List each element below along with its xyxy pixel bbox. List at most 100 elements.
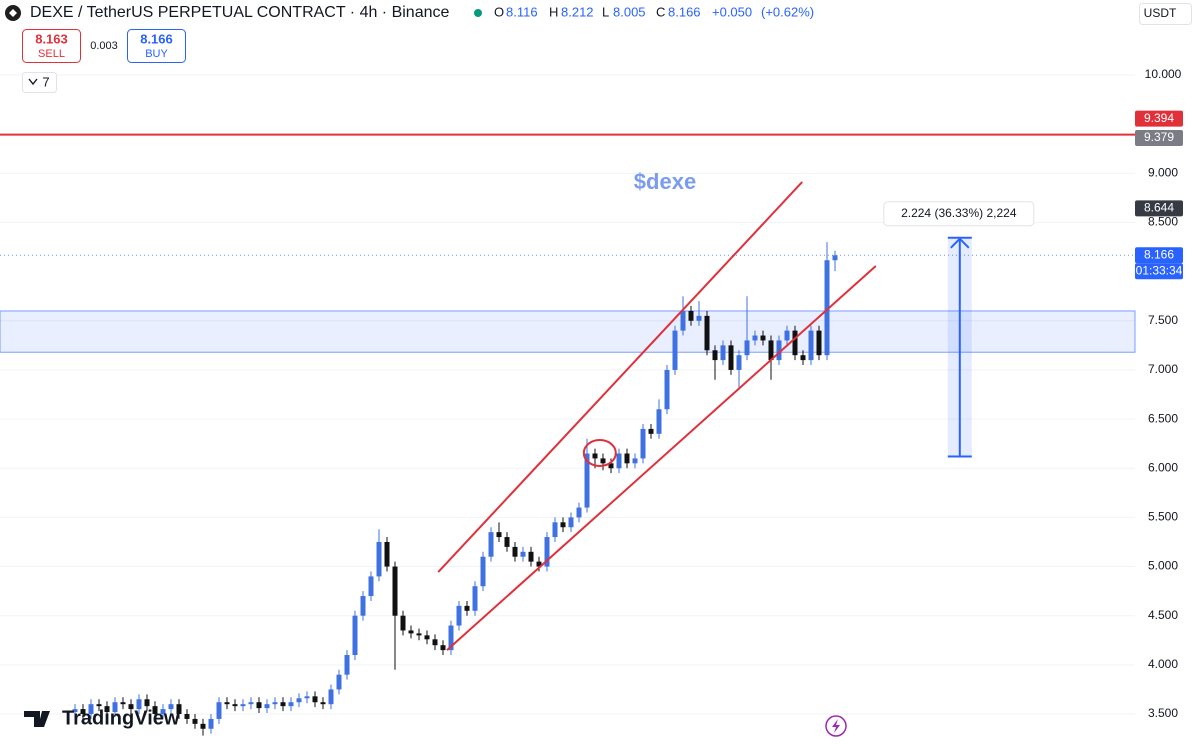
candle-body <box>208 718 214 729</box>
candle-body <box>360 596 366 616</box>
candle-body <box>344 655 350 675</box>
candle-body <box>696 315 702 321</box>
candle-body <box>96 704 102 707</box>
buy-label: BUY <box>145 48 168 60</box>
candle-body <box>688 310 694 321</box>
countdown-box <box>1135 263 1183 280</box>
candle-body <box>488 532 494 557</box>
candle-body <box>600 458 606 464</box>
candle-body <box>776 340 782 361</box>
candle-body <box>768 340 774 361</box>
candle-body <box>496 532 502 538</box>
y-tick-label: 6.000 <box>1148 460 1178 474</box>
price-label: 9.379 <box>1144 130 1174 144</box>
candle-body <box>736 355 742 370</box>
candle-body <box>296 698 302 703</box>
plot-area: $dexe 2.224 (36.33%) 2,224 <box>0 74 1136 736</box>
candle-body <box>456 605 462 626</box>
candle-body <box>384 541 390 567</box>
candle-body <box>640 428 646 459</box>
candle-body <box>288 702 294 707</box>
y-tick-label: 5.500 <box>1148 510 1178 524</box>
ohlc-label: L <box>602 4 609 19</box>
candle-body <box>352 615 358 656</box>
symbol-title[interactable]: DEXE / TetherUS PERPETUAL CONTRACT · 4h … <box>30 4 450 21</box>
candle-body <box>520 551 526 557</box>
zone <box>0 310 1136 353</box>
candle-body <box>528 551 534 562</box>
ohlc-value: 8.005 <box>613 4 646 19</box>
candle-body <box>432 639 438 646</box>
candle-body <box>152 706 158 715</box>
candle-body <box>632 458 638 464</box>
ohlc-label: O <box>494 4 504 19</box>
y-tick-label: 9.000 <box>1148 165 1178 179</box>
candle-body <box>184 714 190 719</box>
candle-body <box>680 310 686 331</box>
candle-body <box>712 350 718 361</box>
sell-button[interactable] <box>22 29 81 63</box>
price-label-box <box>1135 200 1183 217</box>
candle-body <box>392 566 398 616</box>
ohlc-value: 8.212 <box>561 4 594 19</box>
candle-body <box>240 704 246 707</box>
candle-body <box>784 330 790 341</box>
candle-body <box>192 718 198 724</box>
candle-body <box>80 709 86 715</box>
y-tick-label: 7.000 <box>1148 362 1178 376</box>
watermark: TradingView <box>62 707 180 729</box>
spread: 0.003 <box>90 40 118 52</box>
candle-body <box>176 704 182 715</box>
candle-body <box>368 576 374 597</box>
candle-body <box>544 537 550 567</box>
candle-body <box>672 330 678 370</box>
candle-body <box>616 453 622 469</box>
candle-body <box>464 605 470 611</box>
candle-body <box>376 541 382 577</box>
symbol-logo-mark <box>9 9 17 17</box>
candle-body <box>304 696 310 699</box>
ohlc-value: 8.116 <box>506 4 538 19</box>
candle-body <box>112 702 118 713</box>
ohlc-value: 8.166 <box>668 4 701 19</box>
buy-button[interactable] <box>127 29 186 63</box>
candle-body <box>832 255 838 261</box>
candle-body <box>624 453 630 464</box>
candle-body <box>536 561 542 567</box>
candle-body <box>552 522 558 538</box>
candle-body <box>560 522 566 528</box>
candle-body <box>128 704 134 710</box>
change: +0.050 <box>712 4 752 19</box>
candle-body <box>504 537 510 547</box>
candle-body <box>328 689 334 705</box>
candle-body <box>336 674 342 690</box>
highlight-ellipse <box>582 439 617 468</box>
indicators-count: 7 <box>42 74 49 89</box>
bolt-icon <box>832 719 840 733</box>
buy-price: 8.166 <box>140 31 173 46</box>
change-pct: (+0.62%) <box>761 4 814 19</box>
candle-body <box>472 586 478 611</box>
y-tick-label: 5.000 <box>1148 559 1178 573</box>
price-label: 9.394 <box>1144 111 1174 125</box>
sell-label: SELL <box>38 48 65 60</box>
candle-body <box>272 702 278 705</box>
price-label-box <box>1135 130 1183 147</box>
currency: USDT <box>1144 6 1177 20</box>
candle-body <box>584 453 590 508</box>
candle-body <box>136 699 142 710</box>
measure-arrowhead <box>950 237 970 249</box>
candle-body <box>608 463 614 469</box>
measure-label: 2.224 (36.33%) 2,224 <box>901 206 1017 220</box>
indicators-toggle[interactable] <box>22 72 57 93</box>
candle-body <box>144 699 150 707</box>
y-tick-label: 7.500 <box>1148 313 1178 327</box>
chevron-icon <box>28 78 38 86</box>
candle-body <box>216 702 222 719</box>
y-tick-label: 8.500 <box>1148 215 1178 229</box>
currency-button[interactable] <box>1139 3 1192 25</box>
candle-body <box>760 335 766 341</box>
candle-body <box>648 428 654 434</box>
